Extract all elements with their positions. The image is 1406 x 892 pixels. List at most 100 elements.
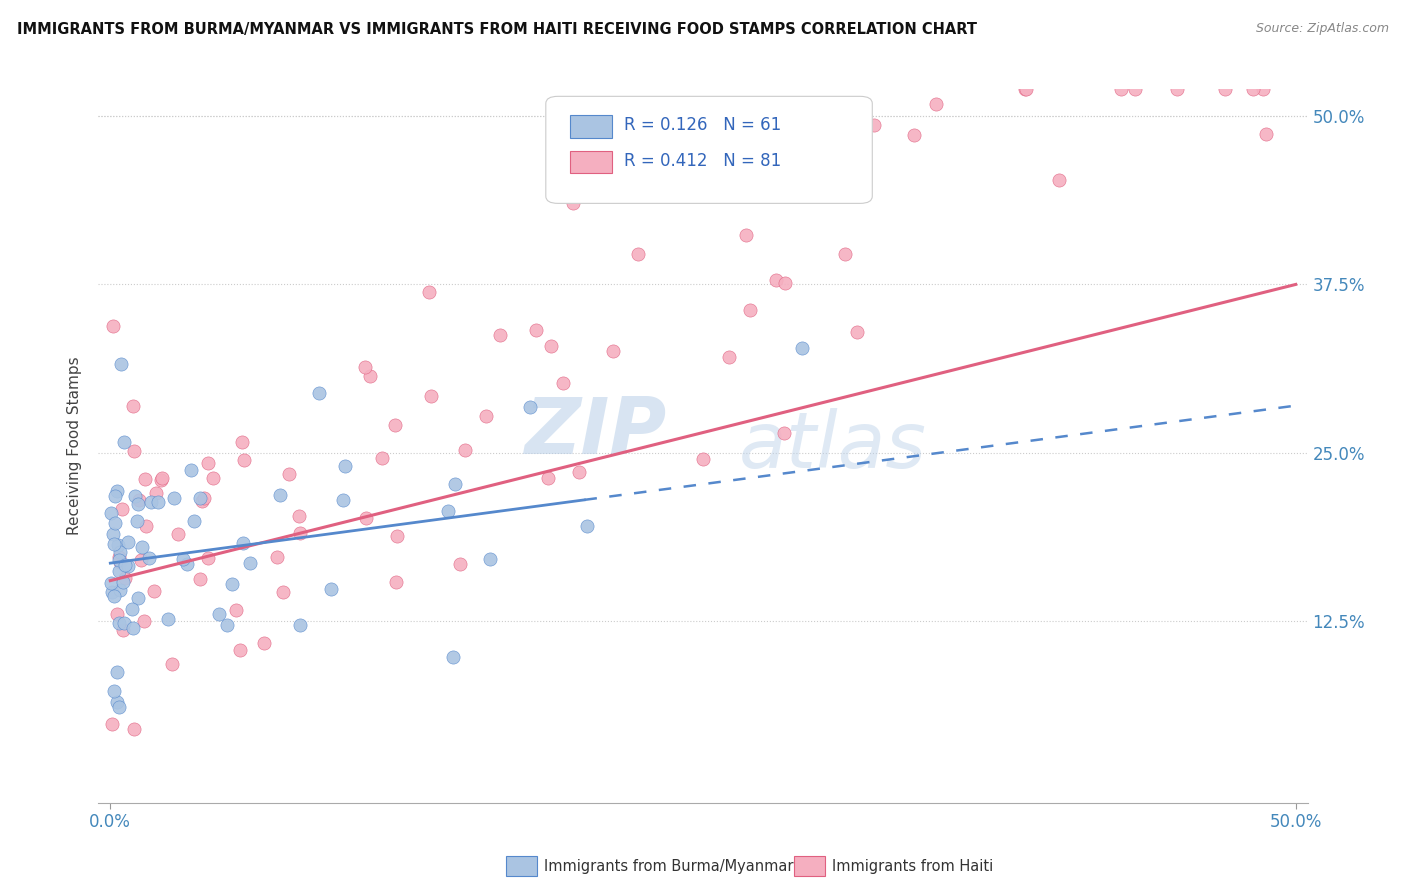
Point	[127, 591, 149, 606]
Text: ZIP: ZIP	[524, 393, 666, 470]
Point	[454, 442, 477, 457]
Text: Immigrants from Burma/Myanmar: Immigrants from Burma/Myanmar	[544, 859, 793, 873]
Point	[127, 497, 149, 511]
Point	[107, 549, 129, 564]
Point	[271, 584, 294, 599]
Point	[253, 636, 276, 650]
Point	[103, 537, 125, 551]
Point	[131, 540, 153, 554]
Point	[443, 477, 465, 491]
Point	[1014, 82, 1036, 96]
Point	[359, 369, 381, 384]
Point	[107, 565, 129, 579]
Point	[740, 303, 762, 318]
Point	[108, 583, 131, 598]
Text: IMMIGRANTS FROM BURMA/MYANMAR VS IMMIGRANTS FROM HAITI RECEIVING FOOD STAMPS COR: IMMIGRANTS FROM BURMA/MYANMAR VS IMMIGRA…	[17, 22, 977, 37]
Point	[385, 575, 408, 590]
Point	[193, 491, 215, 506]
Point	[101, 717, 124, 731]
Point	[112, 575, 135, 590]
Point	[765, 273, 787, 287]
Point	[1256, 127, 1278, 141]
Point	[142, 583, 165, 598]
Point	[1251, 82, 1274, 96]
Point	[718, 350, 741, 364]
Point	[308, 385, 330, 400]
Point	[834, 247, 856, 261]
Point	[335, 459, 357, 474]
Point	[537, 471, 560, 485]
Point	[104, 489, 127, 503]
Point	[122, 443, 145, 458]
Point	[354, 511, 377, 525]
Point	[135, 519, 157, 533]
Point	[108, 616, 131, 631]
Point	[232, 452, 254, 467]
Point	[208, 607, 231, 621]
Point	[107, 699, 129, 714]
Point	[108, 545, 131, 559]
Point	[108, 552, 131, 566]
Point	[478, 551, 501, 566]
Point	[156, 612, 179, 626]
Point	[111, 501, 134, 516]
Point	[475, 409, 498, 423]
Point	[387, 529, 409, 543]
Point	[319, 582, 342, 596]
Point	[370, 450, 392, 465]
Text: Source: ZipAtlas.com: Source: ZipAtlas.com	[1256, 22, 1389, 36]
FancyBboxPatch shape	[569, 151, 613, 173]
Point	[846, 325, 869, 339]
Point	[278, 467, 301, 481]
Point	[354, 359, 377, 374]
Point	[627, 247, 650, 261]
Point	[232, 536, 254, 550]
Point	[692, 451, 714, 466]
Point	[221, 577, 243, 591]
Point	[1123, 82, 1146, 96]
Point	[288, 618, 311, 632]
Point	[540, 339, 562, 353]
Text: R = 0.126   N = 61: R = 0.126 N = 61	[624, 116, 782, 134]
Point	[134, 472, 156, 486]
Point	[141, 495, 163, 509]
Point	[202, 471, 225, 485]
Point	[735, 227, 758, 242]
Point	[121, 601, 143, 615]
Point	[117, 559, 139, 574]
Point	[1109, 82, 1132, 96]
Text: Immigrants from Haiti: Immigrants from Haiti	[832, 859, 994, 873]
Text: R = 0.412   N = 81: R = 0.412 N = 81	[624, 152, 782, 169]
Point	[149, 473, 172, 487]
FancyBboxPatch shape	[546, 96, 872, 203]
Point	[562, 196, 585, 211]
Point	[524, 323, 547, 337]
Point	[183, 515, 205, 529]
Point	[239, 556, 262, 570]
Point	[110, 358, 132, 372]
Text: atlas: atlas	[740, 408, 927, 484]
Point	[172, 551, 194, 566]
Point	[146, 495, 169, 509]
Point	[150, 471, 173, 485]
Point	[288, 508, 311, 523]
Point	[1166, 82, 1188, 96]
Point	[1047, 173, 1070, 187]
Point	[134, 614, 156, 628]
Point	[602, 344, 624, 359]
Point	[163, 491, 186, 506]
Point	[231, 435, 253, 450]
Point	[225, 603, 247, 617]
Point	[107, 538, 129, 552]
Point	[117, 535, 139, 549]
Point	[1015, 82, 1038, 96]
Point	[100, 576, 122, 591]
Point	[449, 557, 471, 571]
Point	[188, 491, 211, 506]
Point	[129, 553, 152, 567]
Point	[437, 504, 460, 518]
Point	[105, 607, 128, 622]
Point	[418, 285, 440, 299]
Point	[288, 525, 311, 540]
Point	[101, 584, 124, 599]
